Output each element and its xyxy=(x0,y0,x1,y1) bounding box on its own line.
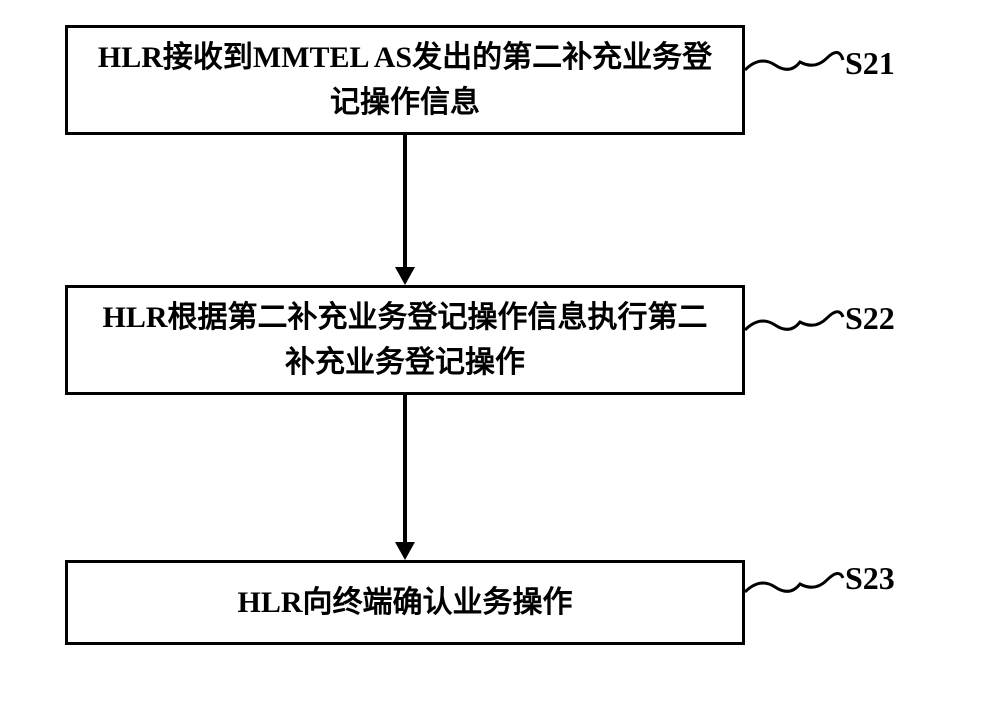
connector-s23 xyxy=(745,565,845,615)
flowchart-diagram: HLR接收到MMTEL AS发出的第二补充业务登记操作信息 S21 HLR根据第… xyxy=(0,0,1000,715)
arrow-2-line xyxy=(403,395,407,543)
box-text-s22: HLR根据第二补充业务登记操作信息执行第二补充业务登记操作 xyxy=(88,295,722,385)
connector-s22 xyxy=(745,295,845,345)
arrow-2-head xyxy=(395,542,415,560)
flowchart-box-s21: HLR接收到MMTEL AS发出的第二补充业务登记操作信息 xyxy=(65,25,745,135)
label-s23: S23 xyxy=(845,560,895,597)
arrow-1-line xyxy=(403,135,407,268)
label-s21: S21 xyxy=(845,45,895,82)
flowchart-box-s22: HLR根据第二补充业务登记操作信息执行第二补充业务登记操作 xyxy=(65,285,745,395)
flowchart-box-s23: HLR向终端确认业务操作 xyxy=(65,560,745,645)
box-text-s23: HLR向终端确认业务操作 xyxy=(237,580,572,625)
box-text-s21: HLR接收到MMTEL AS发出的第二补充业务登记操作信息 xyxy=(88,35,722,125)
connector-s21 xyxy=(745,40,845,90)
arrow-1-head xyxy=(395,267,415,285)
label-s22: S22 xyxy=(845,300,895,337)
